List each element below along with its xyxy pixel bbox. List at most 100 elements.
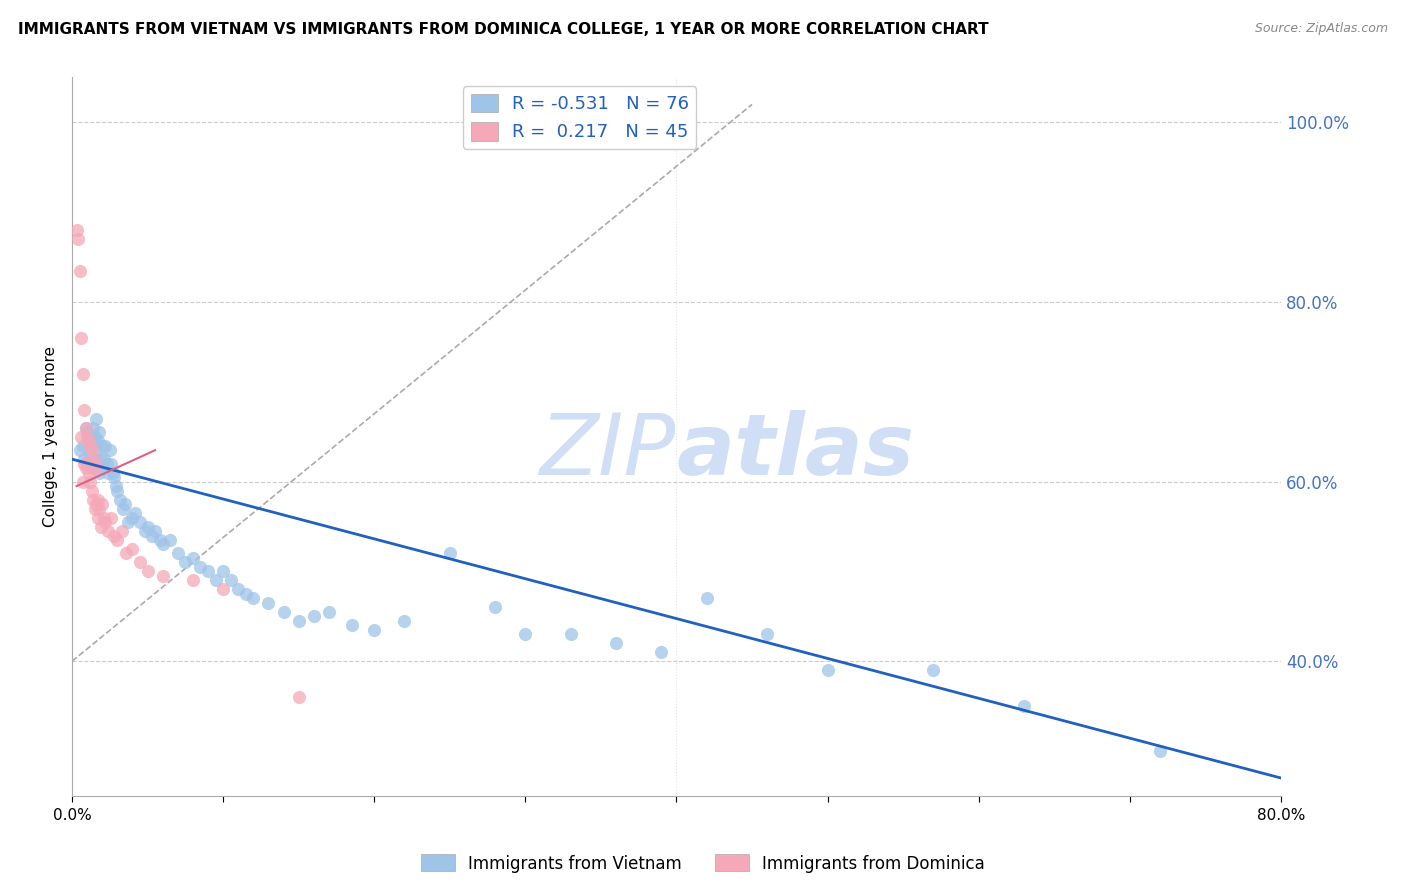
Point [114, 497, 136, 511]
Point [90, 452, 112, 467]
Point [76, 457, 98, 471]
Point [86, 492, 108, 507]
Point [73, 457, 96, 471]
Point [129, 556, 152, 570]
Point [484, 600, 506, 615]
Point [77, 434, 100, 449]
Point [91, 461, 114, 475]
Point [197, 565, 219, 579]
Point [84, 411, 107, 425]
Point [922, 663, 945, 677]
Point [257, 596, 280, 610]
Point [89, 501, 111, 516]
Point [696, 591, 718, 606]
Point [115, 546, 138, 560]
Point [79, 448, 101, 462]
Point [89, 425, 111, 440]
Point [605, 636, 627, 650]
Point [117, 515, 139, 529]
Point [302, 609, 325, 624]
Point [94, 439, 117, 453]
Point [136, 519, 159, 533]
Text: Source: ZipAtlas.com: Source: ZipAtlas.com [1254, 22, 1388, 36]
Point [105, 483, 128, 498]
Point [80, 461, 103, 475]
Point [84, 443, 107, 458]
Point [82, 492, 104, 507]
Point [121, 541, 143, 556]
Point [73, 452, 96, 467]
Point [97, 466, 120, 480]
Point [69, 443, 91, 458]
Point [817, 663, 839, 677]
Point [340, 618, 363, 632]
Point [134, 524, 156, 538]
Point [69, 263, 91, 277]
Point [439, 546, 461, 560]
Point [82, 452, 104, 467]
Point [212, 582, 235, 597]
Point [181, 574, 204, 588]
Point [242, 591, 264, 606]
Point [121, 510, 143, 524]
Point [136, 565, 159, 579]
Point [96, 457, 118, 471]
Point [75, 421, 97, 435]
Point [159, 533, 181, 547]
Point [84, 457, 107, 471]
Point [149, 533, 172, 547]
Point [65, 223, 87, 237]
Point [70, 331, 93, 345]
Point [83, 452, 105, 467]
Point [101, 466, 124, 480]
Point [166, 546, 188, 560]
Point [515, 627, 537, 641]
Point [756, 627, 779, 641]
Point [650, 645, 672, 659]
Point [93, 510, 115, 524]
Point [76, 457, 98, 471]
Point [82, 421, 104, 435]
Point [75, 461, 97, 475]
Point [80, 430, 103, 444]
Y-axis label: College, 1 year or more: College, 1 year or more [44, 346, 58, 527]
Point [105, 533, 128, 547]
Point [100, 457, 122, 471]
Point [77, 434, 100, 449]
Point [152, 537, 174, 551]
Point [77, 466, 100, 480]
Point [104, 479, 127, 493]
Point [72, 439, 94, 453]
Point [89, 466, 111, 480]
Point [79, 439, 101, 453]
Legend: R = -0.531   N = 76, R =  0.217   N = 45: R = -0.531 N = 76, R = 0.217 N = 45 [464, 87, 696, 149]
Point [98, 443, 121, 458]
Point [93, 452, 115, 467]
Point [84, 497, 107, 511]
Point [91, 439, 114, 453]
Point [76, 425, 98, 440]
Point [273, 605, 295, 619]
Point [94, 515, 117, 529]
Point [111, 524, 134, 538]
Point [76, 430, 98, 444]
Point [1149, 744, 1171, 758]
Point [124, 506, 146, 520]
Point [91, 497, 114, 511]
Point [394, 614, 416, 628]
Text: IMMIGRANTS FROM VIETNAM VS IMMIGRANTS FROM DOMINICA COLLEGE, 1 YEAR OR MORE CORR: IMMIGRANTS FROM VIETNAM VS IMMIGRANTS FR… [18, 22, 988, 37]
Point [103, 528, 125, 542]
Point [129, 515, 152, 529]
Point [90, 519, 112, 533]
Point [72, 367, 94, 381]
Text: ZIP: ZIP [540, 409, 676, 492]
Point [112, 501, 135, 516]
Point [287, 690, 309, 705]
Point [181, 551, 204, 566]
Point [67, 232, 90, 246]
Point [174, 556, 197, 570]
Point [110, 492, 132, 507]
Legend: Immigrants from Vietnam, Immigrants from Dominica: Immigrants from Vietnam, Immigrants from… [415, 847, 991, 880]
Point [560, 627, 582, 641]
Point [73, 402, 96, 417]
